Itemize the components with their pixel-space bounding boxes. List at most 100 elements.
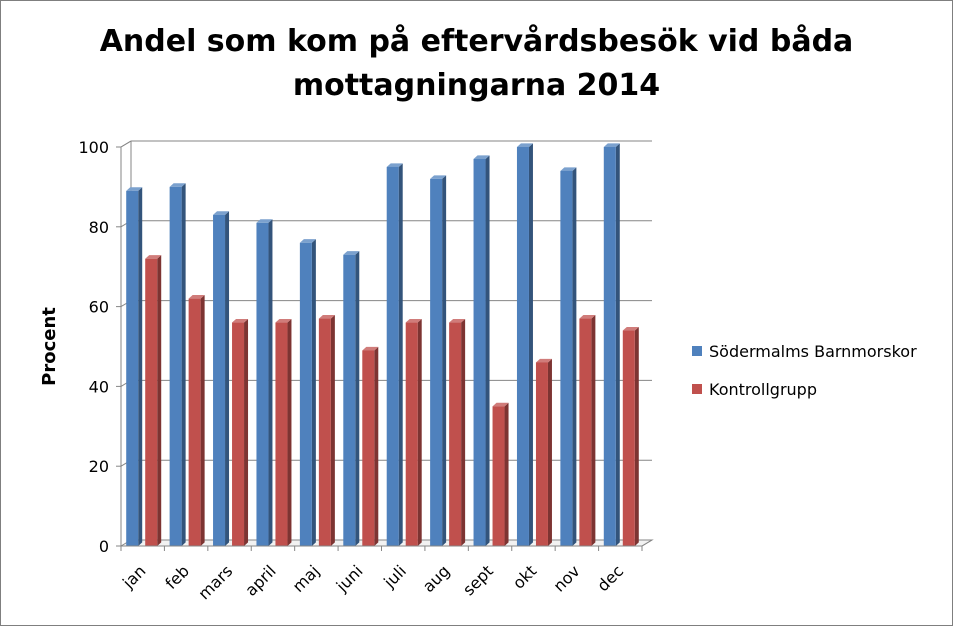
bar-side-sodermalm-okt <box>528 143 533 546</box>
bar-top-sodermalm-aug <box>430 175 447 179</box>
bar-side-sodermalm-nov <box>572 167 577 546</box>
legend-swatch-sodermalm <box>692 346 702 356</box>
bar-top-sodermalm-dec <box>603 143 620 147</box>
bar-side-sodermalm-maj <box>311 239 316 546</box>
bar-top-kontrollgrupp-aug <box>449 318 466 323</box>
bar-sodermalm-maj <box>299 242 312 546</box>
floor-right-edge <box>641 539 653 547</box>
bar-top-kontrollgrupp-jan <box>145 255 162 259</box>
gridline-depth <box>120 140 132 148</box>
bar-kontrollgrupp-nov <box>579 318 592 546</box>
bar-top-sodermalm-mars <box>213 211 230 215</box>
y-axis-title: Procent <box>39 307 60 386</box>
bar-kontrollgrupp-mars <box>232 322 245 546</box>
legend-item-kontrollgrupp: Kontrollgrupp <box>692 376 917 402</box>
bar-side-sodermalm-juli <box>398 163 403 546</box>
bar-top-kontrollgrupp-mars <box>232 318 249 323</box>
bar-kontrollgrupp-sept <box>492 406 505 546</box>
x-tick-label: juni <box>332 561 367 596</box>
bar-top-sodermalm-feb <box>169 183 186 187</box>
bar-side-sodermalm-juni <box>355 251 360 546</box>
bar-sodermalm-dec <box>603 147 616 546</box>
bar-kontrollgrupp-april <box>275 322 288 546</box>
chart-title: Andel som kom på eftervårdsbesök vid båd… <box>0 20 953 108</box>
chart-title-line-1: Andel som kom på eftervårdsbesök vid båd… <box>99 24 854 59</box>
bar-sodermalm-nov <box>560 170 573 546</box>
x-tick-label: mars <box>194 561 236 603</box>
bar-top-kontrollgrupp-sept <box>492 402 509 407</box>
y-tick-label: 20 <box>89 457 109 476</box>
x-tick-label: nov <box>549 561 583 595</box>
bar-kontrollgrupp-aug <box>449 322 462 546</box>
bar-kontrollgrupp-feb <box>188 298 201 546</box>
bar-sodermalm-aug <box>430 178 443 547</box>
legend: Södermalms Barnmorskor Kontrollgrupp <box>692 338 917 414</box>
x-tick-label: dec <box>593 561 627 595</box>
bar-top-kontrollgrupp-juli <box>405 318 422 323</box>
bar-top-sodermalm-sept <box>473 155 490 159</box>
bar-side-sodermalm-aug <box>442 175 447 546</box>
bar-sodermalm-okt <box>516 147 529 546</box>
bar-side-kontrollgrupp-okt <box>547 358 552 546</box>
bar-sodermalm-april <box>256 222 269 546</box>
x-tick-label: juli <box>379 561 410 592</box>
bar-top-kontrollgrupp-okt <box>535 358 552 363</box>
bar-side-kontrollgrupp-sept <box>504 402 509 546</box>
bar-side-kontrollgrupp-dec <box>634 326 639 546</box>
bar-sodermalm-sept <box>473 158 486 546</box>
y-tick-label: 60 <box>89 298 109 317</box>
bar-side-kontrollgrupp-feb <box>200 295 205 546</box>
bar-side-kontrollgrupp-jan <box>157 255 162 546</box>
legend-item-sodermalm: Södermalms Barnmorskor <box>692 338 917 364</box>
bar-sodermalm-juni <box>343 254 356 547</box>
bar-kontrollgrupp-juni <box>362 350 375 546</box>
bar-top-kontrollgrupp-nov <box>579 314 596 319</box>
bar-top-kontrollgrupp-juni <box>362 346 379 351</box>
legend-swatch-kontrollgrupp <box>692 384 702 394</box>
x-tick-label: april <box>241 561 279 599</box>
bar-side-kontrollgrupp-nov <box>591 314 596 546</box>
bar-top-sodermalm-jan <box>126 187 143 191</box>
y-tick-label: 80 <box>89 218 109 237</box>
bar-side-sodermalm-sept <box>485 155 490 546</box>
bar-side-sodermalm-jan <box>138 187 143 547</box>
x-tick-label: aug <box>419 561 454 596</box>
y-tick-label: 100 <box>78 138 109 157</box>
bar-top-kontrollgrupp-dec <box>622 326 639 331</box>
bar-kontrollgrupp-dec <box>622 330 635 546</box>
bar-side-sodermalm-dec <box>615 143 620 546</box>
x-tick-label: sept <box>459 561 497 599</box>
bar-top-kontrollgrupp-april <box>275 318 292 323</box>
bar-side-sodermalm-mars <box>225 211 230 547</box>
bar-top-sodermalm-juli <box>386 163 403 167</box>
bar-kontrollgrupp-juli <box>405 322 418 546</box>
bar-kontrollgrupp-jan <box>145 258 158 546</box>
bar-top-sodermalm-okt <box>516 143 533 147</box>
chart-title-line-2: mottagningarna 2014 <box>292 68 661 103</box>
legend-label-sodermalm: Södermalms Barnmorskor <box>709 341 917 361</box>
y-tick-label: 0 <box>99 537 109 556</box>
bar-top-kontrollgrupp-maj <box>318 314 335 319</box>
bar-top-sodermalm-juni <box>343 251 360 255</box>
bar-top-sodermalm-maj <box>299 239 316 243</box>
bar-side-kontrollgrupp-juli <box>417 318 422 546</box>
bar-side-kontrollgrupp-april <box>287 318 292 546</box>
bar-top-sodermalm-april <box>256 219 273 223</box>
legend-label-kontrollgrupp: Kontrollgrupp <box>709 379 817 399</box>
bar-side-sodermalm-feb <box>181 183 186 547</box>
bar-side-sodermalm-april <box>268 219 273 546</box>
bar-side-kontrollgrupp-aug <box>461 318 466 546</box>
y-tick-label: 40 <box>89 377 109 396</box>
x-tick-label: feb <box>161 561 193 593</box>
bar-side-kontrollgrupp-mars <box>244 318 249 546</box>
bar-top-sodermalm-nov <box>560 167 577 171</box>
bar-side-kontrollgrupp-maj <box>330 314 335 546</box>
bar-sodermalm-feb <box>169 186 182 546</box>
bar-top-kontrollgrupp-feb <box>188 295 205 299</box>
bar-side-kontrollgrupp-juni <box>374 346 379 546</box>
x-tick-label: maj <box>289 561 324 596</box>
x-tick-label: jan <box>118 561 149 592</box>
bar-sodermalm-mars <box>213 214 226 546</box>
bar-sodermalm-jan <box>126 190 139 546</box>
